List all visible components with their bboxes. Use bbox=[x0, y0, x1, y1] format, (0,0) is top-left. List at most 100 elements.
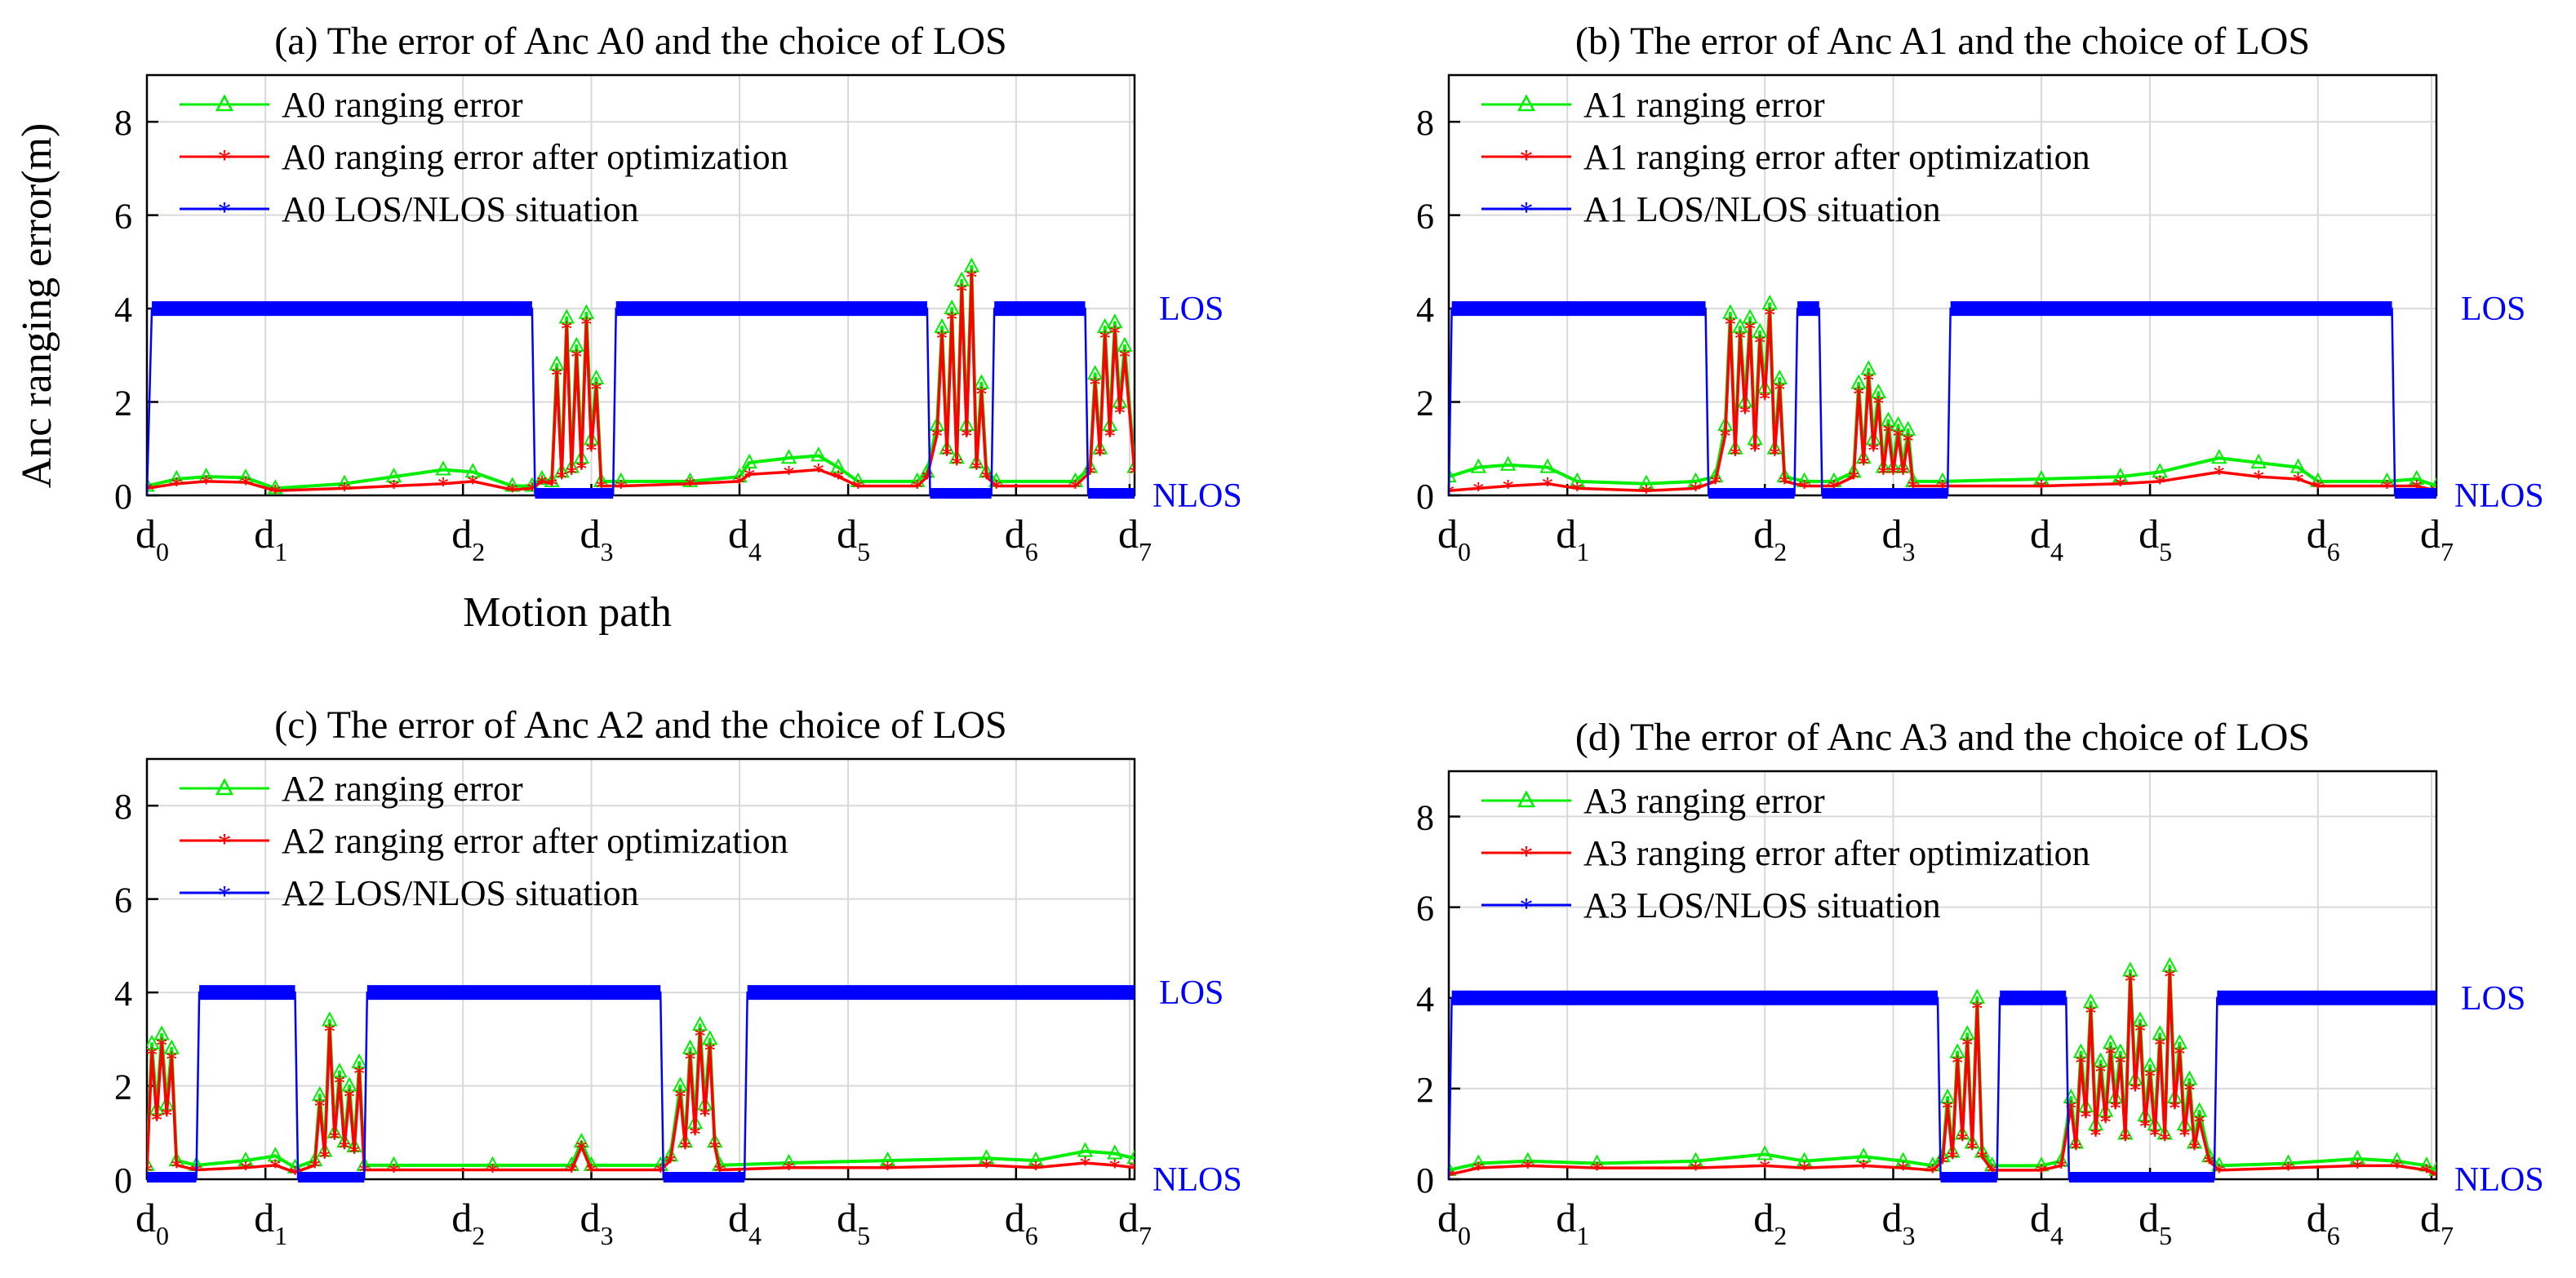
series-opt-point: * bbox=[936, 325, 948, 352]
series-raw-point bbox=[1894, 1152, 1912, 1167]
x-tick-label: d7 bbox=[2420, 1195, 2454, 1250]
series-opt-point: * bbox=[590, 376, 602, 403]
series-opt-point: * bbox=[1976, 1145, 1988, 1172]
series-raw-point bbox=[1722, 304, 1739, 319]
series-raw-point bbox=[153, 1025, 170, 1041]
series-opt-point: * bbox=[1853, 381, 1865, 408]
series-raw-point bbox=[2428, 1160, 2436, 1176]
nlos-label: NLOS bbox=[2454, 1161, 2544, 1199]
series-opt-point: * bbox=[1759, 386, 1771, 413]
series-raw-point bbox=[879, 1151, 896, 1167]
y-tick-label: 2 bbox=[114, 1067, 132, 1107]
series-opt-point: * bbox=[2085, 1000, 2097, 1027]
series-raw-point bbox=[1086, 365, 1104, 380]
plot-area: ****************************************… bbox=[147, 257, 1135, 502]
series-opt-point: * bbox=[812, 459, 824, 486]
series-raw-point bbox=[1539, 458, 1556, 473]
y-tick-label: 4 bbox=[1416, 979, 1434, 1019]
series-raw-point bbox=[312, 1085, 328, 1101]
series-raw-point bbox=[1761, 295, 1778, 310]
x-tick-label: d0 bbox=[1437, 1195, 1471, 1250]
series-raw-point bbox=[341, 1076, 358, 1092]
y-tick-label: 6 bbox=[1416, 197, 1434, 237]
series-raw-point bbox=[1939, 1088, 1956, 1103]
x-tick-label: d6 bbox=[1005, 511, 1038, 566]
series-opt-point: * bbox=[1947, 1145, 1959, 1172]
y-tick-label: 0 bbox=[114, 1160, 132, 1200]
series-opt-point: * bbox=[486, 1159, 499, 1186]
series-raw-point bbox=[2072, 1043, 2090, 1058]
series-opt-point: * bbox=[852, 475, 864, 502]
series-opt-point: * bbox=[323, 1018, 335, 1045]
series-opt-point: * bbox=[2099, 1109, 2112, 1136]
series-opt-point: * bbox=[566, 460, 578, 487]
series-opt-point: * bbox=[141, 1159, 153, 1186]
legend-marker: * bbox=[218, 881, 232, 911]
series-opt-point: * bbox=[1690, 1156, 1702, 1183]
series-opt-point: * bbox=[941, 442, 953, 469]
series-opt-point: * bbox=[980, 465, 993, 492]
x-tick-label: d0 bbox=[135, 1195, 169, 1250]
series-raw-point bbox=[1860, 360, 1876, 375]
series-opt-point: * bbox=[956, 278, 968, 305]
series-raw-point bbox=[2161, 956, 2178, 972]
series-raw-point bbox=[691, 1016, 708, 1032]
series-raw-point bbox=[435, 460, 451, 476]
series-raw-point bbox=[163, 1039, 180, 1054]
series-opt-point: * bbox=[975, 381, 988, 408]
series-opt-point: * bbox=[882, 1156, 894, 1183]
series-raw-point bbox=[1107, 1144, 1123, 1160]
series-opt-point: * bbox=[575, 1135, 588, 1162]
series-raw-point bbox=[1117, 336, 1133, 352]
series-opt-point: * bbox=[1118, 344, 1130, 371]
x-tick-label: d6 bbox=[1005, 1195, 1038, 1250]
series-opt-point: * bbox=[1759, 1154, 1771, 1181]
series-opt-point: * bbox=[556, 465, 568, 492]
series-raw-point bbox=[1126, 1149, 1135, 1165]
series-opt-point: * bbox=[961, 424, 973, 450]
series-opt-line bbox=[1449, 974, 2436, 1177]
series-opt-point: * bbox=[951, 451, 963, 478]
series-opt-point: * bbox=[2149, 1122, 2161, 1149]
los-label: LOS bbox=[2461, 980, 2525, 1018]
series-raw-point bbox=[1757, 1145, 1773, 1160]
panel-title: (a) The error of Anc A0 and the choice o… bbox=[274, 20, 1006, 63]
series-raw-point bbox=[2142, 1056, 2158, 1072]
series-raw-point bbox=[811, 446, 827, 462]
series-opt-point: * bbox=[674, 1084, 686, 1111]
series-raw-point bbox=[2103, 1034, 2119, 1049]
series-raw-point bbox=[147, 477, 155, 492]
x-axis-title: Motion path bbox=[463, 589, 672, 636]
series-raw-point bbox=[534, 469, 550, 485]
series-opt-point: * bbox=[1089, 372, 1101, 399]
series-opt-point: * bbox=[2391, 1154, 2403, 1181]
series-opt-point: * bbox=[388, 475, 400, 502]
series-raw-point bbox=[2250, 453, 2267, 468]
series-opt-point: * bbox=[2188, 1136, 2201, 1163]
series-opt-point: * bbox=[467, 470, 479, 497]
series-opt-point: * bbox=[783, 460, 795, 487]
series-opt-point: * bbox=[970, 456, 983, 483]
x-tick-label: d4 bbox=[2030, 1195, 2063, 1250]
series-opt-point: * bbox=[1956, 1127, 1969, 1154]
y-tick-label: 4 bbox=[114, 290, 132, 330]
series-opt-point: * bbox=[2129, 1077, 2141, 1104]
series-opt-point: * bbox=[2119, 1127, 2131, 1154]
x-tick-label: d4 bbox=[728, 1195, 762, 1250]
x-tick-label: d7 bbox=[2420, 511, 2454, 566]
nlos-label: NLOS bbox=[2454, 477, 2544, 515]
series-raw-point bbox=[1687, 1152, 1704, 1167]
series-opt-point: * bbox=[1472, 477, 1485, 504]
nlos-label: NLOS bbox=[1153, 1161, 1242, 1199]
series-opt-point: * bbox=[1724, 311, 1736, 338]
series-raw-point bbox=[2122, 961, 2139, 977]
y-tick-label: 0 bbox=[1416, 1160, 1434, 1200]
series-opt-point: * bbox=[313, 1093, 326, 1120]
series-raw-point bbox=[464, 463, 481, 478]
series-opt-point: * bbox=[151, 1107, 163, 1134]
series-opt-point: * bbox=[1754, 330, 1766, 357]
series-opt-point: * bbox=[1892, 424, 1904, 450]
y-tick-label: 0 bbox=[114, 477, 132, 517]
series-opt-point: * bbox=[571, 344, 583, 371]
series-opt-point: * bbox=[699, 1103, 711, 1129]
